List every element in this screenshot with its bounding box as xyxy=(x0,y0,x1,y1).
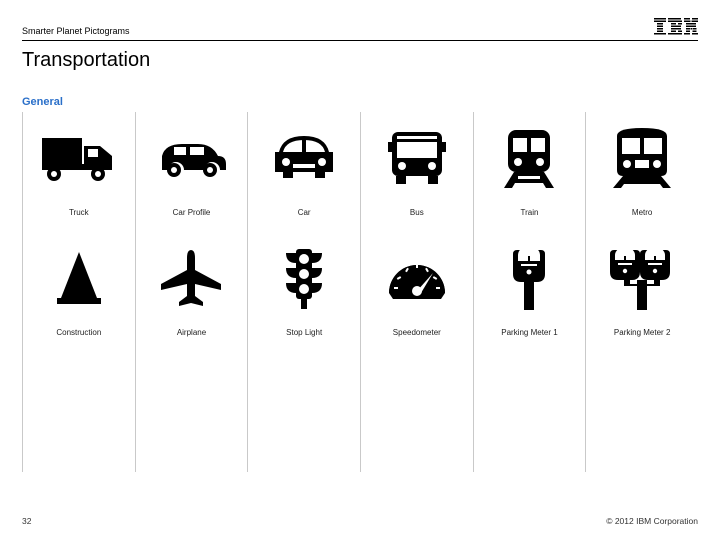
caption: Car Profile xyxy=(173,208,211,217)
page-number: 32 xyxy=(22,516,31,526)
airplane-icon xyxy=(157,246,225,310)
car-profile-icon xyxy=(152,126,230,190)
caption: Metro xyxy=(632,208,652,217)
caption: Stop Light xyxy=(286,328,322,337)
car-icon xyxy=(269,126,339,190)
caption: Bus xyxy=(410,208,424,217)
parking-meter-2-icon xyxy=(610,246,674,310)
truck-icon xyxy=(40,126,118,190)
header-subtitle: Smarter Planet Pictograms xyxy=(22,26,130,36)
bus-icon xyxy=(386,126,448,190)
cell-parking-meter-1: Parking Meter 1 xyxy=(473,232,586,352)
caption: Parking Meter 1 xyxy=(501,328,557,337)
train-icon xyxy=(500,126,558,190)
cell-parking-meter-2: Parking Meter 2 xyxy=(585,232,698,352)
ibm-logo-icon xyxy=(654,18,698,36)
parking-meter-1-icon xyxy=(509,246,549,310)
caption: Train xyxy=(521,208,539,217)
page-title: Transportation xyxy=(22,49,698,72)
caption: Truck xyxy=(69,208,89,217)
cell-car: Car xyxy=(247,112,360,232)
cell-speedometer: Speedometer xyxy=(360,232,473,352)
construction-icon xyxy=(53,246,105,310)
caption: Parking Meter 2 xyxy=(614,328,670,337)
cell-bus: Bus xyxy=(360,112,473,232)
cell-construction: Construction xyxy=(22,232,135,352)
stop-light-icon xyxy=(280,246,328,310)
speedometer-icon xyxy=(385,246,449,310)
caption: Construction xyxy=(56,328,101,337)
cell-train: Train xyxy=(473,112,586,232)
blank-cell xyxy=(585,352,698,472)
blank-cell xyxy=(247,352,360,472)
metro-icon xyxy=(611,126,673,190)
cell-truck: Truck xyxy=(22,112,135,232)
cell-metro: Metro xyxy=(585,112,698,232)
caption: Speedometer xyxy=(393,328,441,337)
cell-airplane: Airplane xyxy=(135,232,248,352)
cell-stop-light: Stop Light xyxy=(247,232,360,352)
footer: 32 © 2012 IBM Corporation xyxy=(22,516,698,526)
header: Smarter Planet Pictograms xyxy=(22,18,698,41)
blank-cell xyxy=(473,352,586,472)
section-label: General xyxy=(22,96,698,108)
copyright: © 2012 IBM Corporation xyxy=(606,516,698,526)
blank-cell xyxy=(135,352,248,472)
pictogram-grid: Truck Car Profile Car xyxy=(22,112,698,472)
blank-cell xyxy=(22,352,135,472)
blank-cell xyxy=(360,352,473,472)
cell-car-profile: Car Profile xyxy=(135,112,248,232)
caption: Car xyxy=(298,208,311,217)
caption: Airplane xyxy=(177,328,206,337)
